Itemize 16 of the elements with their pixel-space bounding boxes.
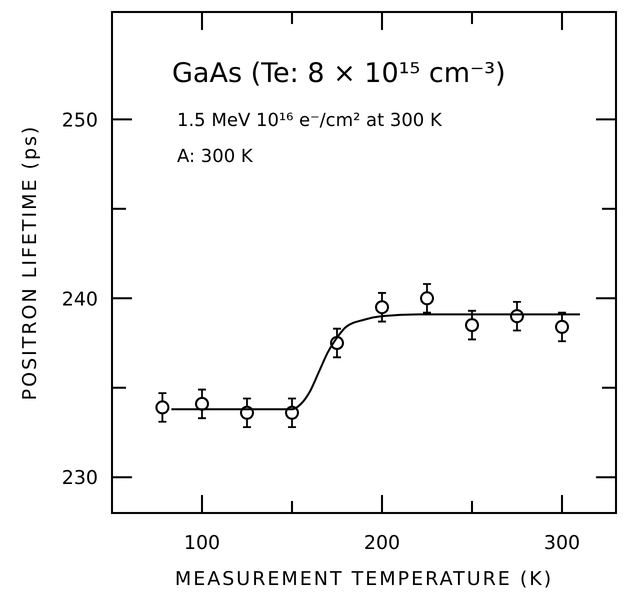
annotation: A: 300 K <box>177 146 254 167</box>
text: GaAs (Te: 8 × 10¹⁵ cm⁻³) <box>172 58 506 89</box>
annotation: 1.5 MeV 10¹⁶ e⁻/cm² at 300 K <box>177 110 443 131</box>
point <box>375 300 389 314</box>
y-tick-label: 250 <box>62 109 98 132</box>
x-axis-title: MEASUREMENT TEMPERATURE (K) <box>174 568 554 590</box>
point <box>155 400 170 414</box>
y-axis-title: POSITRON LIFETIME (ps) <box>19 124 41 400</box>
x-tick-label: 100 <box>184 532 220 554</box>
x-tick-label: 300 <box>544 532 580 554</box>
x-tick-label: 200 <box>364 532 400 554</box>
point <box>420 291 434 306</box>
point <box>555 320 569 334</box>
y-tick-label: 240 <box>62 288 98 310</box>
y-tick-label: 230 <box>62 467 98 490</box>
point <box>465 318 479 332</box>
